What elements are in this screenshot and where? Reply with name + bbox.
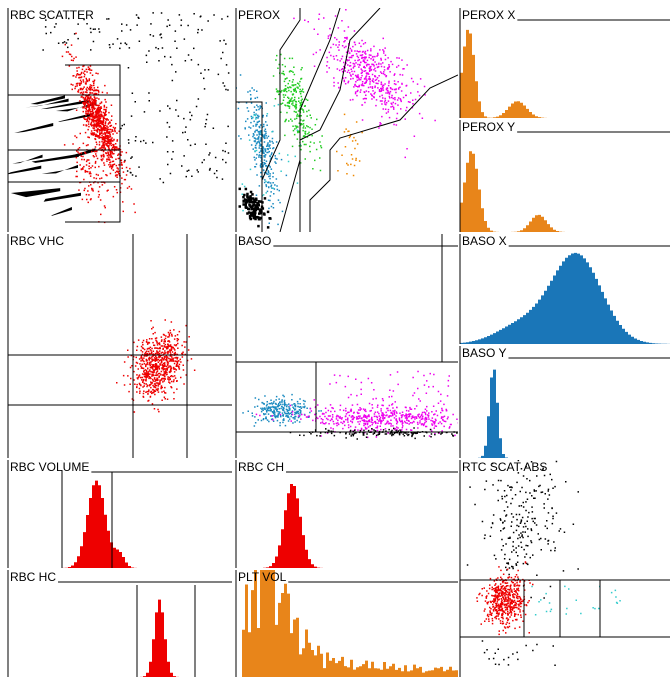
panel: RBC HC: [7, 570, 232, 677]
panel: RBC CH: [235, 460, 458, 568]
panel-title: RBC VHC: [10, 234, 64, 248]
panel-plot: [460, 151, 670, 232]
panel: RTC SCAT ABS: [459, 460, 670, 677]
streak: [43, 192, 81, 202]
streak: [8, 165, 42, 175]
panel-plot: [460, 252, 670, 344]
panel-plot: [236, 570, 458, 677]
panel: BASO: [235, 234, 458, 458]
streak: [55, 101, 97, 112]
panel-title: RTC SCAT ABS: [462, 460, 547, 474]
gate-line: [309, 74, 458, 232]
panel: BASO Y: [459, 346, 670, 458]
panel: PLT VOL: [235, 570, 458, 677]
panel-plot: [8, 470, 232, 568]
dot-cluster: [293, 9, 436, 159]
panel-title: RBC CH: [238, 460, 284, 474]
streak: [51, 206, 72, 216]
panel-plot: [460, 460, 670, 666]
histogram: [460, 151, 670, 232]
panel: PEROX: [235, 8, 458, 232]
panel-plot: [236, 234, 458, 440]
histogram: [460, 29, 670, 118]
gate-line: [299, 8, 381, 232]
panel: PEROX Y: [459, 120, 670, 232]
panel-title: BASO X: [462, 234, 507, 248]
histogram: [460, 252, 670, 344]
gate-line: [261, 8, 301, 232]
dot-scatter: [531, 585, 621, 616]
panel-title: BASO: [238, 234, 271, 248]
panel-title: RBC VOLUME: [10, 460, 89, 474]
dot-cluster: [336, 113, 363, 177]
panel-title: BASO Y: [462, 346, 506, 360]
dot-scatter: [42, 16, 132, 51]
dot-scatter: [329, 370, 450, 412]
panel-title: RBC SCATTER: [10, 8, 94, 22]
panel-title: PLT VOL: [238, 570, 287, 584]
dot-cluster: [242, 393, 322, 427]
streak: [14, 123, 54, 133]
panel: RBC VOLUME: [7, 460, 232, 568]
dot-cluster: [289, 427, 458, 440]
streak: [30, 95, 65, 105]
dot-cluster: [61, 32, 136, 214]
panel: PEROX X: [459, 8, 670, 118]
panel: RBC VHC: [7, 234, 232, 458]
panel-plot: [8, 12, 230, 224]
gate-line: [65, 64, 121, 223]
panel-plot: [236, 484, 458, 568]
histogram: [236, 570, 458, 677]
panel-plot: [8, 234, 232, 458]
streak: [58, 112, 94, 122]
dot-cluster: [116, 319, 196, 413]
panel: BASO X: [459, 234, 670, 344]
dot-cluster: [272, 53, 323, 172]
panel-plot: [236, 8, 458, 232]
panel: RBC SCATTER: [7, 8, 230, 232]
panel-title: PEROX Y: [462, 120, 515, 134]
dot-cluster: [255, 394, 458, 439]
panel-title: PEROX: [238, 8, 280, 22]
streak: [40, 99, 89, 110]
panel-plot: [460, 29, 670, 118]
histogram: [236, 484, 458, 568]
panel-plot: [8, 585, 232, 677]
panel-title: PEROX X: [462, 8, 515, 22]
panel-title: RBC HC: [10, 570, 56, 584]
streak: [31, 153, 79, 163]
streak: [10, 188, 61, 198]
dot-cluster: [238, 187, 272, 229]
dot-cluster: [476, 561, 534, 636]
gate-line: [279, 8, 341, 232]
